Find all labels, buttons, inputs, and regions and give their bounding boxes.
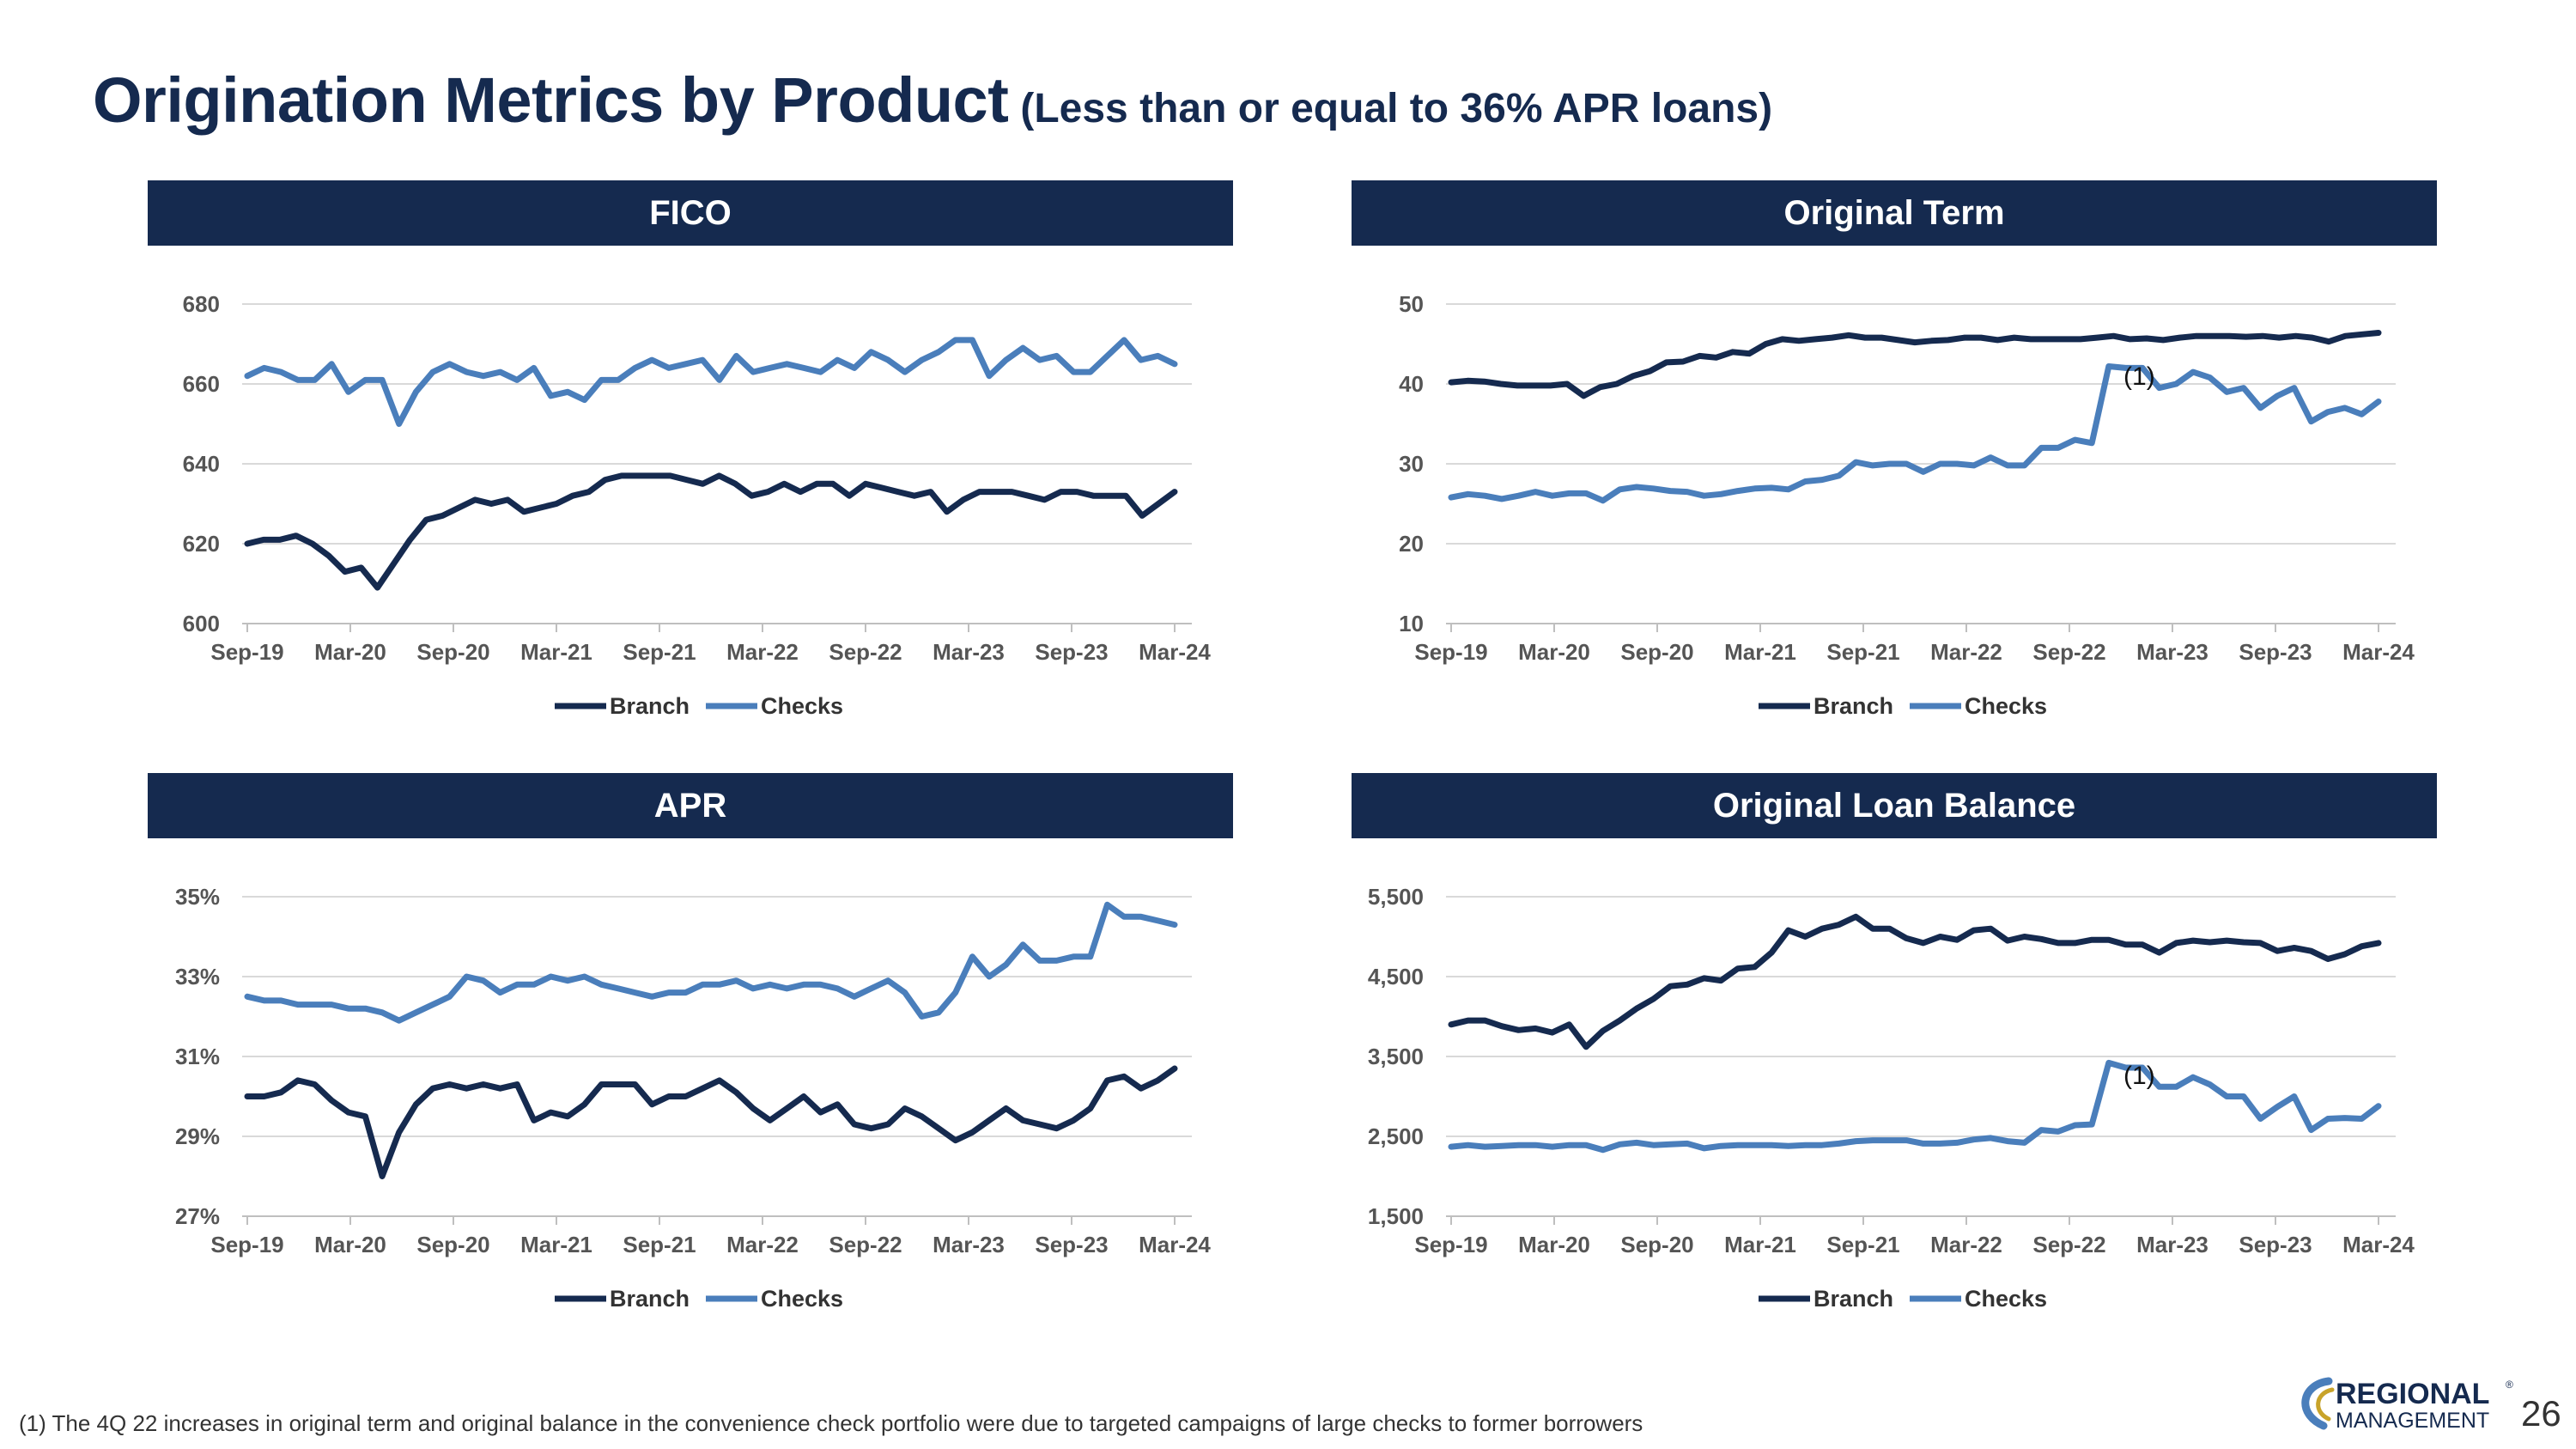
apr-legend-label-branch: Branch bbox=[610, 1286, 690, 1312]
term-y-tick-label: 40 bbox=[1399, 371, 1424, 397]
apr-x-tick-label: Mar-24 bbox=[1139, 1232, 1211, 1257]
fico-y-tick-label: 640 bbox=[183, 451, 220, 477]
fico-chart: 600 620 640 660 680 Sep-19 Mar-20 Sep-20 Mar-21 S… bbox=[183, 291, 1212, 719]
fico-x-tick-label: Mar-21 bbox=[520, 639, 592, 665]
apr-x-tick-label: Mar-23 bbox=[933, 1232, 1005, 1257]
page-number: 26 bbox=[2521, 1393, 2561, 1434]
apr-x-tick-label: Sep-21 bbox=[623, 1232, 696, 1257]
fico-panel-header: FICO bbox=[148, 180, 1233, 246]
term-y-tick-label: 30 bbox=[1399, 451, 1424, 477]
apr-series-branch bbox=[244, 1065, 1178, 1179]
apr-x-tick-label: Sep-23 bbox=[1035, 1232, 1108, 1257]
fico-x-tick-label: Mar-23 bbox=[933, 639, 1005, 665]
apr-x-tick-label: Mar-22 bbox=[726, 1232, 799, 1257]
balance-series-checks bbox=[1448, 1059, 2382, 1154]
balance-y-tick-label: 4,500 bbox=[1368, 964, 1424, 989]
apr-x-tick-label: Sep-19 bbox=[210, 1232, 283, 1257]
term-series-checks bbox=[1448, 363, 2382, 504]
apr-x-tick-label: Mar-20 bbox=[314, 1232, 386, 1257]
term-x-tick-label: Sep-22 bbox=[2032, 639, 2105, 665]
term-x-tick-label: Sep-19 bbox=[1414, 639, 1487, 665]
balance-y-tick-label: 3,500 bbox=[1368, 1044, 1424, 1069]
term-chart: 10 20 30 40 50 Sep-19 Mar-20 Sep-20 Mar-21 Sep-21… bbox=[1399, 291, 2415, 719]
term-x-tick-label: Sep-23 bbox=[2239, 639, 2312, 665]
fico-y-tick-label: 680 bbox=[183, 291, 220, 317]
fico-y-tick-label: 660 bbox=[183, 371, 220, 397]
apr-legend-label-checks: Checks bbox=[761, 1286, 843, 1312]
apr-x-tick-label: Sep-22 bbox=[829, 1232, 902, 1257]
balance-y-tick-label: 2,500 bbox=[1368, 1123, 1424, 1149]
term-series-branch bbox=[1448, 330, 2382, 399]
page-title: Origination Metrics by Product (Less than… bbox=[93, 64, 1772, 137]
balance-panel-header: Original Loan Balance bbox=[1352, 773, 2437, 838]
logo-line2: MANAGEMENT bbox=[2336, 1409, 2489, 1433]
balance-panel: Original Loan Balance 1,500 2,500 3,500 4,5… bbox=[1352, 773, 2437, 1340]
term-panel: Original Term 10 20 30 40 50 Sep-19 Mar-20 Sep-… bbox=[1352, 180, 2437, 747]
fico-legend-label-checks: Checks bbox=[761, 693, 843, 719]
balance-x-tick-label: Sep-19 bbox=[1414, 1232, 1487, 1257]
regional-management-logo: REGIONAL ® MANAGEMENT bbox=[2301, 1377, 2513, 1433]
fico-x-tick-label: Mar-22 bbox=[726, 639, 799, 665]
fico-series-branch bbox=[244, 472, 1178, 591]
apr-y-tick-label: 31% bbox=[175, 1044, 220, 1069]
term-panel-header: Original Term bbox=[1352, 180, 2437, 246]
fico-x-tick-label: Sep-20 bbox=[416, 639, 489, 665]
fico-panel: FICO 600 620 640 660 680 Sep-19 Mar-20 Sep-20 Ma… bbox=[148, 180, 1233, 747]
apr-panel-header: APR bbox=[148, 773, 1233, 838]
term-x-tick-label: Mar-23 bbox=[2136, 639, 2208, 665]
apr-x-tick-label: Mar-21 bbox=[520, 1232, 592, 1257]
apr-y-tick-label: 29% bbox=[175, 1123, 220, 1149]
logo-reg-mark: ® bbox=[2506, 1379, 2513, 1391]
balance-x-tick-label: Mar-22 bbox=[1930, 1232, 2002, 1257]
term-y-tick-label: 20 bbox=[1399, 531, 1424, 557]
term-x-tick-label: Mar-22 bbox=[1930, 639, 2002, 665]
term-x-tick-label: Sep-20 bbox=[1620, 639, 1693, 665]
balance-x-tick-label: Mar-24 bbox=[2342, 1232, 2415, 1257]
apr-y-tick-label: 27% bbox=[175, 1203, 220, 1229]
apr-y-tick-label: 33% bbox=[175, 964, 220, 989]
fico-legend-label-branch: Branch bbox=[610, 693, 690, 719]
apr-panel: APR 27% 29% 31% 33% 35% Sep-19 Mar-20 Sep-20 Mar… bbox=[148, 773, 1233, 1340]
page-title-main: Origination Metrics by Product bbox=[93, 64, 1009, 136]
fico-x-tick-label: Mar-24 bbox=[1139, 639, 1211, 665]
balance-x-tick-label: Mar-20 bbox=[1518, 1232, 1590, 1257]
term-x-tick-label: Mar-24 bbox=[2342, 639, 2415, 665]
apr-x-tick-label: Sep-20 bbox=[416, 1232, 489, 1257]
balance-x-tick-label: Mar-21 bbox=[1724, 1232, 1796, 1257]
balance-legend-label-checks: Checks bbox=[1965, 1286, 2047, 1312]
term-x-tick-label: Sep-21 bbox=[1826, 639, 1899, 665]
term-y-tick-label: 50 bbox=[1399, 291, 1424, 317]
fico-x-tick-label: Sep-22 bbox=[829, 639, 902, 665]
balance-x-tick-label: Mar-23 bbox=[2136, 1232, 2208, 1257]
term-x-tick-label: Mar-21 bbox=[1724, 639, 1796, 665]
term-y-tick-label: 10 bbox=[1399, 611, 1424, 636]
apr-series-checks bbox=[244, 901, 1178, 1024]
term-legend-label-branch: Branch bbox=[1814, 693, 1893, 719]
fico-y-tick-label: 620 bbox=[183, 531, 220, 557]
balance-chart: 1,500 2,500 3,500 4,500 5,500 Sep-19 Mar-20 Sep… bbox=[1368, 884, 2415, 1312]
fico-x-tick-label: Sep-19 bbox=[210, 639, 283, 665]
apr-y-tick-label: 35% bbox=[175, 884, 220, 910]
balance-annotation: (1) bbox=[2123, 1062, 2155, 1090]
balance-x-tick-label: Sep-22 bbox=[2032, 1232, 2105, 1257]
balance-x-tick-label: Sep-20 bbox=[1620, 1232, 1693, 1257]
term-annotation: (1) bbox=[2123, 362, 2155, 391]
fico-x-tick-label: Sep-21 bbox=[623, 639, 696, 665]
term-legend-label-checks: Checks bbox=[1965, 693, 2047, 719]
balance-y-tick-label: 5,500 bbox=[1368, 884, 1424, 910]
footnote: (1) The 4Q 22 increases in original term… bbox=[19, 1410, 1643, 1436]
balance-x-tick-label: Sep-23 bbox=[2239, 1232, 2312, 1257]
fico-series-checks bbox=[244, 337, 1178, 427]
fico-x-tick-label: Mar-20 bbox=[314, 639, 386, 665]
term-x-tick-label: Mar-20 bbox=[1518, 639, 1590, 665]
page-subtitle: (Less than or equal to 36% APR loans) bbox=[1020, 86, 1773, 131]
balance-y-tick-label: 1,500 bbox=[1368, 1203, 1424, 1229]
balance-x-tick-label: Sep-21 bbox=[1826, 1232, 1899, 1257]
logo-line1: REGIONAL bbox=[2336, 1378, 2489, 1410]
balance-legend-label-branch: Branch bbox=[1814, 1286, 1893, 1312]
fico-y-tick-label: 600 bbox=[183, 611, 220, 636]
apr-chart: 27% 29% 31% 33% 35% Sep-19 Mar-20 Sep-20 Mar-21 S… bbox=[175, 884, 1211, 1312]
fico-x-tick-label: Sep-23 bbox=[1035, 639, 1108, 665]
balance-series-branch bbox=[1448, 913, 2382, 1050]
